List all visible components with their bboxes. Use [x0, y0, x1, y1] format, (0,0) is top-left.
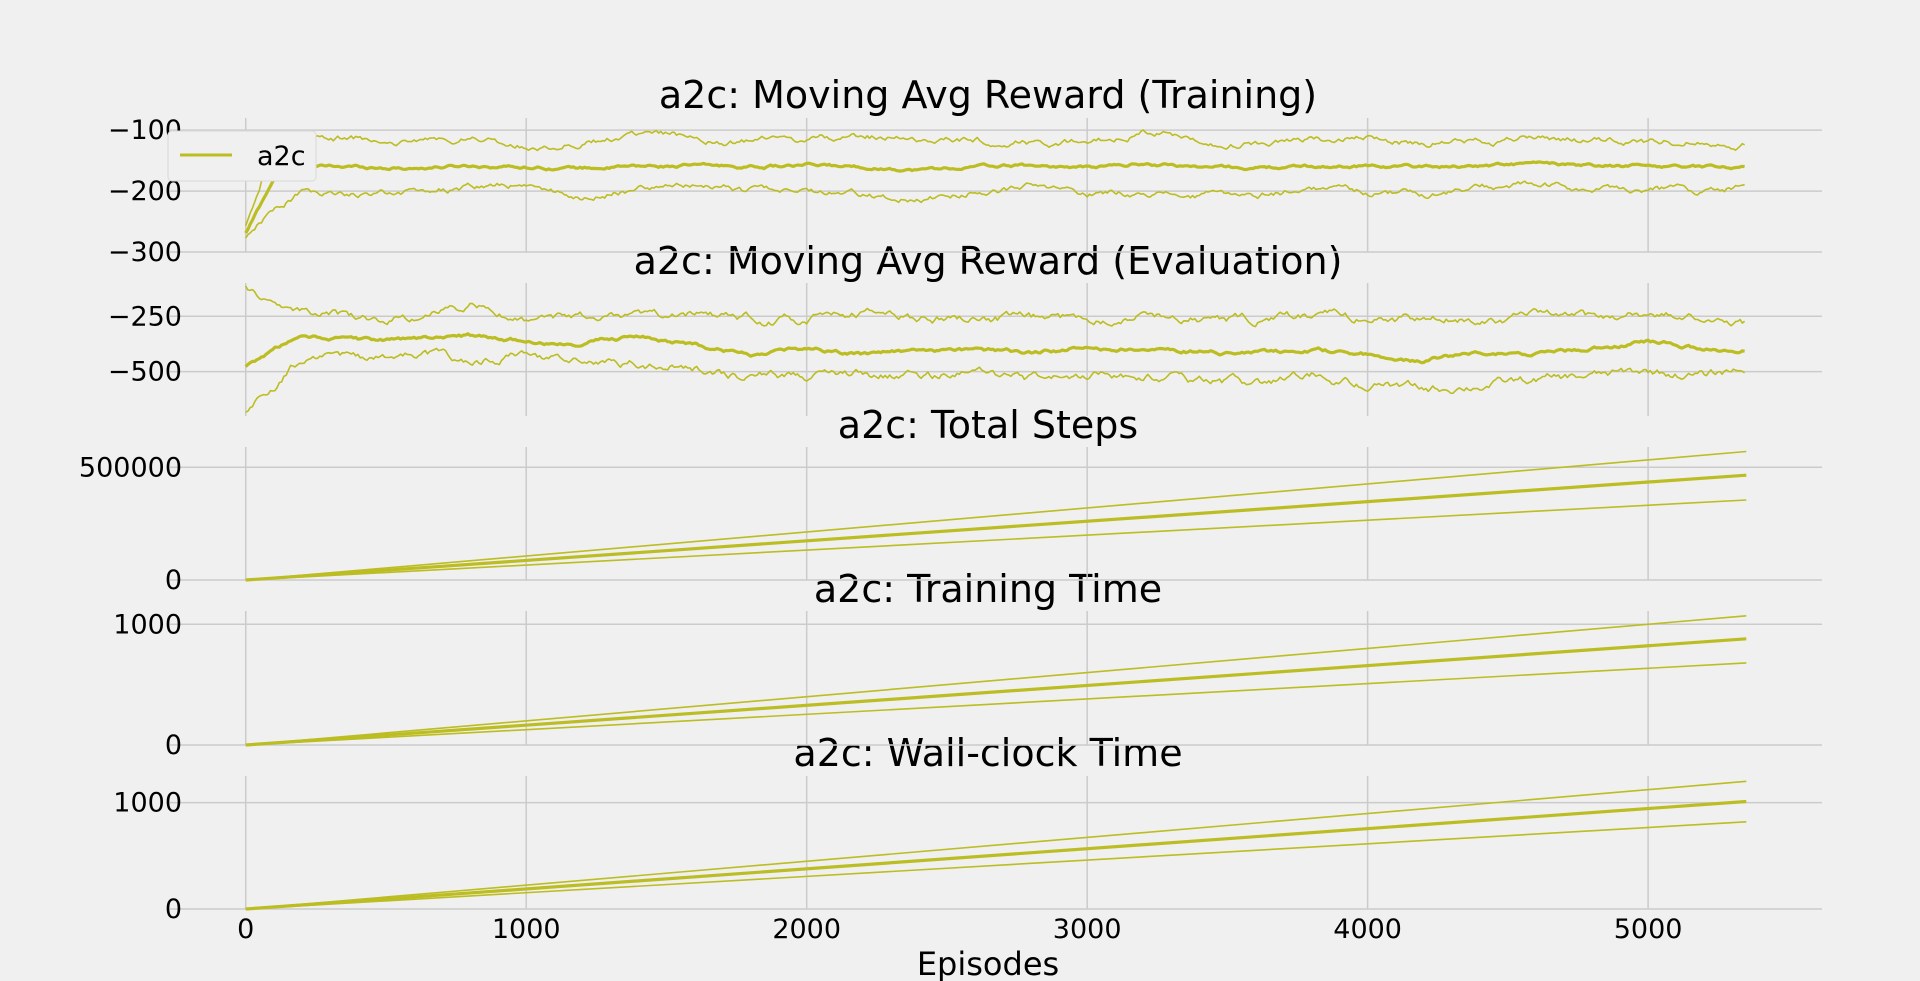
series-line-upper	[245, 450, 1747, 581]
legend-label-a2c: a2c	[257, 141, 306, 172]
legend: a2c	[167, 130, 317, 182]
x-tick-label: 0	[237, 914, 254, 945]
y-tick-label: 0	[165, 730, 182, 761]
panel-title-total-steps: a2c: Total Steps	[838, 403, 1138, 447]
series-line-lower	[245, 662, 1747, 746]
panel-evaluation-reward: −250 −500	[108, 283, 1822, 416]
legend-box	[167, 130, 317, 182]
series-line-mean	[245, 637, 1747, 747]
panel-title-training-reward: a2c: Moving Avg Reward (Training)	[659, 73, 1317, 117]
series-line-lower	[245, 347, 1746, 414]
series-line-upper	[245, 780, 1747, 910]
series-line-upper	[245, 615, 1747, 746]
y-tick-label: 500000	[79, 452, 182, 483]
y-tick-label: −200	[108, 176, 182, 207]
series-line-upper	[244, 129, 1745, 227]
panel-training-time: 1000 0	[113, 609, 1822, 761]
series-line-upper	[245, 285, 1746, 328]
panel-title-wall-clock-time: a2c: Wall-clock Time	[793, 731, 1182, 775]
panel-wall-clock-time: 1000 0 0 1000 2000 3000 4000 5000	[113, 776, 1822, 945]
panel-training-reward: −100−200−300	[108, 115, 1822, 268]
x-tick-label: 4000	[1333, 914, 1402, 945]
y-tick-label: 1000	[113, 788, 182, 819]
series-line-mean	[244, 160, 1745, 234]
y-tick-label: −500	[108, 357, 182, 388]
y-tick-label: −250	[108, 301, 182, 332]
panel-title-training-time: a2c: Training Time	[814, 567, 1162, 611]
x-tick-label: 2000	[772, 914, 841, 945]
y-tick-label: 1000	[113, 609, 182, 640]
series-line-lower	[245, 180, 1745, 239]
series-line-lower	[245, 821, 1747, 910]
series-line-mean	[245, 799, 1747, 911]
x-tick-label: 3000	[1053, 914, 1122, 945]
series-line-mean	[244, 332, 1745, 368]
x-tick-label: 5000	[1614, 914, 1683, 945]
panel-title-evaluation-reward: a2c: Moving Avg Reward (Evaluation)	[634, 239, 1343, 283]
series-line-mean	[245, 473, 1747, 582]
y-tick-label: 0	[165, 565, 182, 596]
y-tick-label: 0	[165, 894, 182, 925]
y-tick-label: −300	[108, 237, 182, 268]
x-tick-label: 1000	[492, 914, 561, 945]
panel-total-steps: 500000 0	[79, 447, 1822, 596]
series-line-lower	[245, 499, 1747, 581]
x-axis-label: Episodes	[917, 945, 1059, 981]
